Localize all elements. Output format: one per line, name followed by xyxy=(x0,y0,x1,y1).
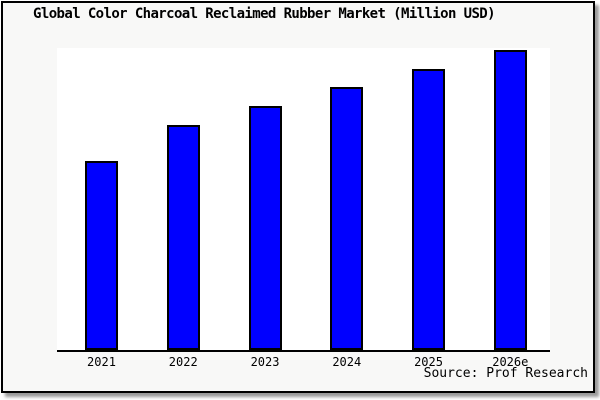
bar-2023 xyxy=(248,106,282,350)
bar-2026e xyxy=(493,50,527,350)
x-tick-label-2026e: 2026e xyxy=(492,355,529,369)
x-tick-label-2025: 2025 xyxy=(414,355,443,369)
bar-2024 xyxy=(330,86,364,350)
plot-area xyxy=(57,48,550,352)
x-axis-labels: 2021 2022 2023 2024 2025 2026e xyxy=(57,355,550,371)
chart-title: Global Color Charcoal Reclaimed Rubber M… xyxy=(33,6,496,22)
bar-2025 xyxy=(412,68,446,350)
chart-frame: Global Color Charcoal Reclaimed Rubber M… xyxy=(1,1,595,393)
source-label: Source: Prof Research xyxy=(423,366,588,381)
bar-2022 xyxy=(166,125,200,350)
x-tick-label-2022: 2022 xyxy=(168,355,198,369)
x-tick-label-2021: 2021 xyxy=(87,355,116,369)
x-tick-label-2024: 2024 xyxy=(332,355,362,369)
x-tick-label-2023: 2023 xyxy=(250,355,280,369)
bar-2021 xyxy=(85,161,118,350)
